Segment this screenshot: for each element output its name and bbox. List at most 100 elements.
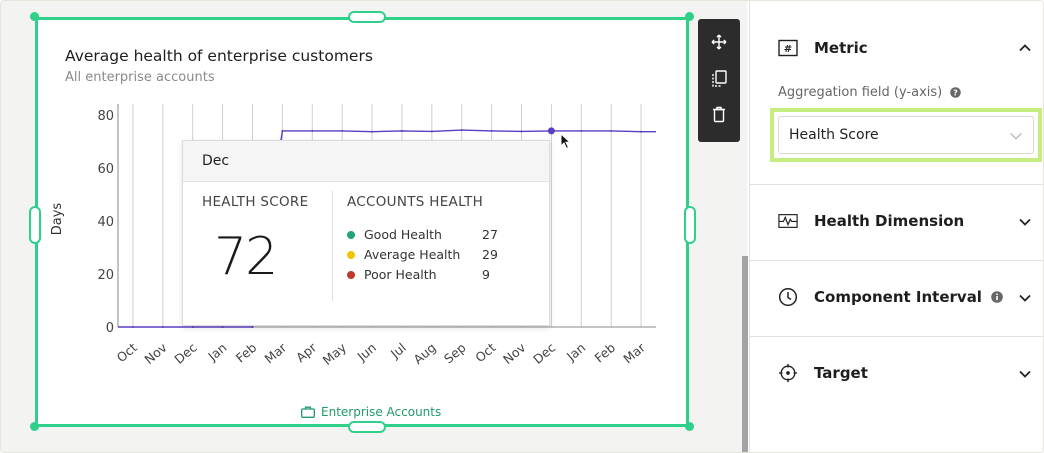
- chart-subtitle: All enterprise accounts: [65, 70, 215, 85]
- aggregation-field-label: Aggregation field (y-axis) ?: [778, 85, 962, 100]
- data-point: [281, 129, 284, 132]
- x-tick-label: Nov: [500, 339, 529, 367]
- x-tick-label: Jan: [204, 340, 229, 365]
- aggregation-field-highlight: Health Score: [770, 108, 1042, 162]
- resize-handle-bottom[interactable]: [348, 421, 386, 433]
- section-component-interval-title: Component Interval: [814, 288, 982, 306]
- data-point: [311, 129, 314, 132]
- y-axis-label: Days: [50, 203, 65, 236]
- chart-footer-link[interactable]: Enterprise Accounts: [301, 405, 441, 419]
- section-target-header[interactable]: Target: [778, 363, 868, 383]
- tooltip-accounts-label: ACCOUNTS HEALTH: [347, 194, 484, 210]
- chevron-down-icon[interactable]: [1018, 215, 1032, 229]
- resize-corner-bottom-left[interactable]: [30, 422, 39, 431]
- data-point: [400, 129, 403, 132]
- pulse-icon: [778, 211, 798, 231]
- data-point: [161, 326, 164, 328]
- resize-corner-top-right[interactable]: [685, 12, 694, 21]
- chevron-up-icon[interactable]: [1018, 41, 1032, 55]
- chevron-down-icon[interactable]: [1018, 367, 1032, 381]
- x-tick-label: Feb: [233, 340, 260, 366]
- data-point: [251, 326, 254, 328]
- svg-text:#: #: [784, 44, 792, 55]
- section-health-dimension-title: Health Dimension: [814, 212, 965, 230]
- data-point: [580, 129, 583, 132]
- data-point: [371, 130, 374, 133]
- hash-icon: #: [778, 38, 798, 58]
- aggregation-field-select[interactable]: Health Score: [778, 116, 1034, 154]
- tooltip-row-count: 29: [482, 247, 498, 262]
- chart-title: Average health of enterprise customers: [65, 47, 373, 65]
- resize-corner-top-left[interactable]: [30, 12, 39, 21]
- clock-icon: [778, 287, 798, 307]
- tooltip-row-count: 27: [482, 227, 498, 242]
- x-tick-label: Nov: [141, 339, 170, 367]
- data-point: [640, 130, 643, 133]
- status-dot: [347, 230, 355, 239]
- data-point: [191, 326, 194, 328]
- resize-handle-left[interactable]: [29, 206, 41, 244]
- tooltip-score-label: HEALTH SCORE: [202, 194, 309, 210]
- resize-handle-top[interactable]: [348, 11, 386, 23]
- resize-handle-right[interactable]: [684, 206, 696, 244]
- target-icon: [778, 363, 798, 383]
- series-line: [118, 129, 656, 328]
- x-tick-label: Jul: [387, 340, 409, 362]
- x-tick-label: Jun: [354, 340, 379, 365]
- help-icon[interactable]: ?: [950, 87, 962, 98]
- x-tick-label: Dec: [171, 340, 199, 367]
- x-tick-label: Oct: [472, 340, 498, 365]
- tooltip-row-name: Average Health: [364, 247, 461, 262]
- x-tick-label: Oct: [114, 340, 140, 365]
- section-health-dimension-header[interactable]: Health Dimension: [778, 211, 964, 231]
- section-metric: # Metric Aggregation field (y-axis) ? He…: [750, 1, 1043, 185]
- chevron-down-icon[interactable]: [1018, 291, 1032, 305]
- tooltip-divider: [332, 191, 333, 301]
- section-health-dimension[interactable]: Health Dimension: [750, 185, 1043, 261]
- move-icon[interactable]: [708, 31, 730, 53]
- section-target[interactable]: Target: [750, 337, 1043, 413]
- y-tick-label: 0: [106, 321, 114, 336]
- aggregation-field-value: Health Score: [789, 127, 879, 143]
- aggregation-field-label-text: Aggregation field (y-axis): [778, 85, 943, 100]
- section-metric-title: Metric: [814, 39, 868, 57]
- mouse-cursor-icon: [560, 133, 572, 150]
- resize-corner-bottom-right[interactable]: [685, 422, 694, 431]
- x-tick-label: Mar: [620, 339, 648, 366]
- status-dot: [347, 250, 355, 259]
- chevron-down-icon: [1010, 132, 1022, 140]
- x-tick-label: Dec: [530, 340, 558, 367]
- tooltip-row: Poor Health 9: [347, 267, 490, 282]
- section-metric-header[interactable]: # Metric: [778, 38, 868, 58]
- tooltip-row-name: Poor Health: [364, 267, 437, 282]
- tooltip-row: Average Health 29: [347, 247, 498, 262]
- tooltip-row-count: 9: [482, 267, 490, 282]
- tooltip-score-value: 72: [214, 227, 278, 287]
- chart-tooltip: Dec HEALTH SCORE 72 ACCOUNTS HEALTH Good…: [182, 140, 550, 326]
- tooltip-month: Dec: [183, 141, 549, 182]
- data-point: [610, 129, 613, 132]
- section-target-title: Target: [814, 364, 868, 382]
- x-tick-label: Sep: [441, 340, 469, 367]
- x-tick-label: Feb: [591, 340, 618, 366]
- section-component-interval[interactable]: Component Interval: [750, 261, 1043, 337]
- y-tick-label: 40: [97, 215, 114, 230]
- delete-icon[interactable]: [708, 103, 730, 125]
- y-tick-label: 20: [97, 268, 114, 283]
- svg-text:?: ?: [953, 89, 958, 98]
- data-point: [341, 129, 344, 132]
- duplicate-icon[interactable]: [708, 67, 730, 89]
- data-point: [460, 129, 463, 132]
- section-component-interval-header[interactable]: Component Interval: [778, 287, 1003, 307]
- settings-panel: # Metric Aggregation field (y-axis) ? He…: [749, 1, 1043, 452]
- footer-label: Enterprise Accounts: [321, 405, 442, 419]
- tooltip-row: Good Health 27: [347, 227, 498, 242]
- data-point: [430, 130, 433, 133]
- data-point: [131, 326, 134, 328]
- vertical-scrollbar[interactable]: [742, 256, 748, 452]
- x-tick-label: Mar: [262, 339, 290, 366]
- info-icon[interactable]: [991, 291, 1003, 303]
- data-point: [490, 129, 493, 132]
- x-tick-label: Aug: [410, 340, 438, 367]
